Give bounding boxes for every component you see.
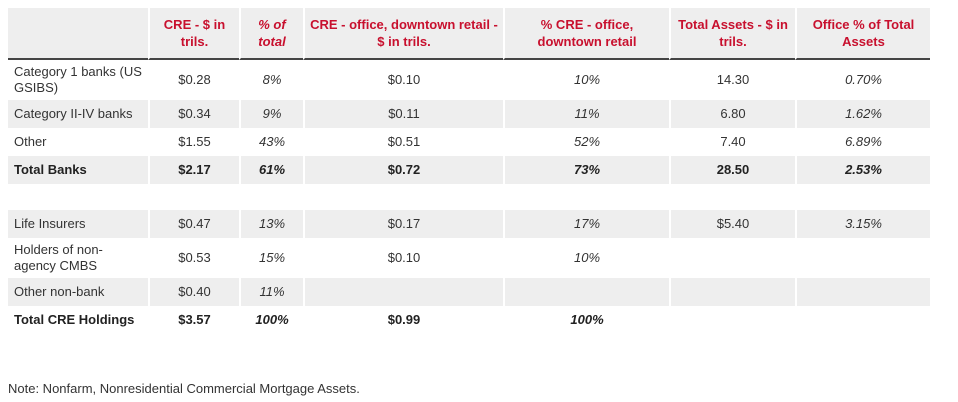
- header-cre-office: CRE - office, downtown retail - $ in tri…: [303, 8, 503, 60]
- row-label: Category 1 banks (US GSIBS): [14, 64, 142, 95]
- header-office-pct-assets: Office % of Total Assets: [795, 8, 930, 60]
- cell-cre-office: $0.10: [303, 60, 503, 100]
- cell-office-pct-assets: [795, 278, 930, 306]
- cell-cre-office: [303, 278, 503, 306]
- cell-pct-office: 52%: [503, 128, 669, 156]
- cell-cre: $0.28: [148, 60, 239, 100]
- table-row: Holders of non-agency CMBS $0.53 15% $0.…: [8, 238, 930, 278]
- cell-pct-total: 11%: [239, 278, 303, 306]
- cell-pct-total: 9%: [239, 100, 303, 128]
- cell-total-assets: [669, 278, 795, 306]
- cell-cre-office: $0.72: [303, 156, 503, 184]
- cell-pct-total: 13%: [239, 210, 303, 238]
- header-pct-total: % of total: [239, 8, 303, 60]
- cell-pct-office: 11%: [503, 100, 669, 128]
- row-label: Category II-IV banks: [8, 100, 148, 128]
- table-note: Note: Nonfarm, Nonresidential Commercial…: [8, 381, 360, 396]
- table-spacer-row: [8, 184, 930, 210]
- cell-total-assets: [669, 306, 795, 334]
- cell-office-pct-assets: 1.62%: [795, 100, 930, 128]
- cell-cre-office: $0.99: [303, 306, 503, 334]
- cell-total-assets: [669, 238, 795, 278]
- table-header-row: CRE - $ in trils. % of total CRE - offic…: [8, 8, 930, 60]
- cell-pct-total: 8%: [239, 60, 303, 100]
- cell-pct-total: 43%: [239, 128, 303, 156]
- cre-holdings-table: CRE - $ in trils. % of total CRE - offic…: [8, 8, 930, 334]
- cell-office-pct-assets: 6.89%: [795, 128, 930, 156]
- cell-total-assets: 14.30: [669, 60, 795, 100]
- header-pct-office: % CRE - office, downtown retail: [503, 8, 669, 60]
- table-row-total-cre: Total CRE Holdings $3.57 100% $0.99 100%: [8, 306, 930, 334]
- table-row: Other non-bank $0.40 11%: [8, 278, 930, 306]
- cell-cre: $3.57: [148, 306, 239, 334]
- row-label: Other non-bank: [8, 278, 148, 306]
- cell-cre: $1.55: [148, 128, 239, 156]
- cell-office-pct-assets: [795, 306, 930, 334]
- table-row-total-banks: Total Banks $2.17 61% $0.72 73% 28.50 2.…: [8, 156, 930, 184]
- cell-pct-office: [503, 278, 669, 306]
- cell-cre-office: $0.11: [303, 100, 503, 128]
- cell-pct-total: 100%: [239, 306, 303, 334]
- cell-total-assets: 6.80: [669, 100, 795, 128]
- cell-cre-office: $0.10: [303, 238, 503, 278]
- cell-cre-office: $0.51: [303, 128, 503, 156]
- row-label: Other: [14, 134, 47, 149]
- cell-pct-office: 10%: [503, 60, 669, 100]
- table-row: Life Insurers $0.47 13% $0.17 17% $5.40 …: [8, 210, 930, 238]
- header-total-assets: Total Assets - $ in trils.: [669, 8, 795, 60]
- cell-office-pct-assets: 2.53%: [795, 156, 930, 184]
- cell-cre: $0.34: [148, 100, 239, 128]
- cell-pct-office: 100%: [503, 306, 669, 334]
- cell-pct-total: 61%: [239, 156, 303, 184]
- cell-pct-office: 10%: [503, 238, 669, 278]
- table-row: Category 1 banks (US GSIBS) $0.28 8% $0.…: [8, 60, 930, 100]
- row-label: Total CRE Holdings: [14, 312, 135, 327]
- row-label: Holders of non-agency CMBS: [14, 242, 103, 273]
- table-row: Category II-IV banks $0.34 9% $0.11 11% …: [8, 100, 930, 128]
- row-label: Total Banks: [8, 156, 148, 184]
- cell-cre: $0.47: [148, 210, 239, 238]
- cell-office-pct-assets: [795, 238, 930, 278]
- header-label: [8, 8, 148, 60]
- cell-cre: $0.40: [148, 278, 239, 306]
- cell-cre-office: $0.17: [303, 210, 503, 238]
- table-row: Other $1.55 43% $0.51 52% 7.40 6.89%: [8, 128, 930, 156]
- cell-cre: $0.53: [148, 238, 239, 278]
- header-cre: CRE - $ in trils.: [148, 8, 239, 60]
- cell-office-pct-assets: 3.15%: [795, 210, 930, 238]
- cell-office-pct-assets: 0.70%: [795, 60, 930, 100]
- row-label: Life Insurers: [8, 210, 148, 238]
- cell-total-assets: 7.40: [669, 128, 795, 156]
- cell-total-assets: $5.40: [669, 210, 795, 238]
- cell-total-assets: 28.50: [669, 156, 795, 184]
- cell-pct-total: 15%: [239, 238, 303, 278]
- cre-holdings-table-container: CRE - $ in trils. % of total CRE - offic…: [8, 8, 930, 334]
- cell-pct-office: 73%: [503, 156, 669, 184]
- cell-pct-office: 17%: [503, 210, 669, 238]
- cell-cre: $2.17: [148, 156, 239, 184]
